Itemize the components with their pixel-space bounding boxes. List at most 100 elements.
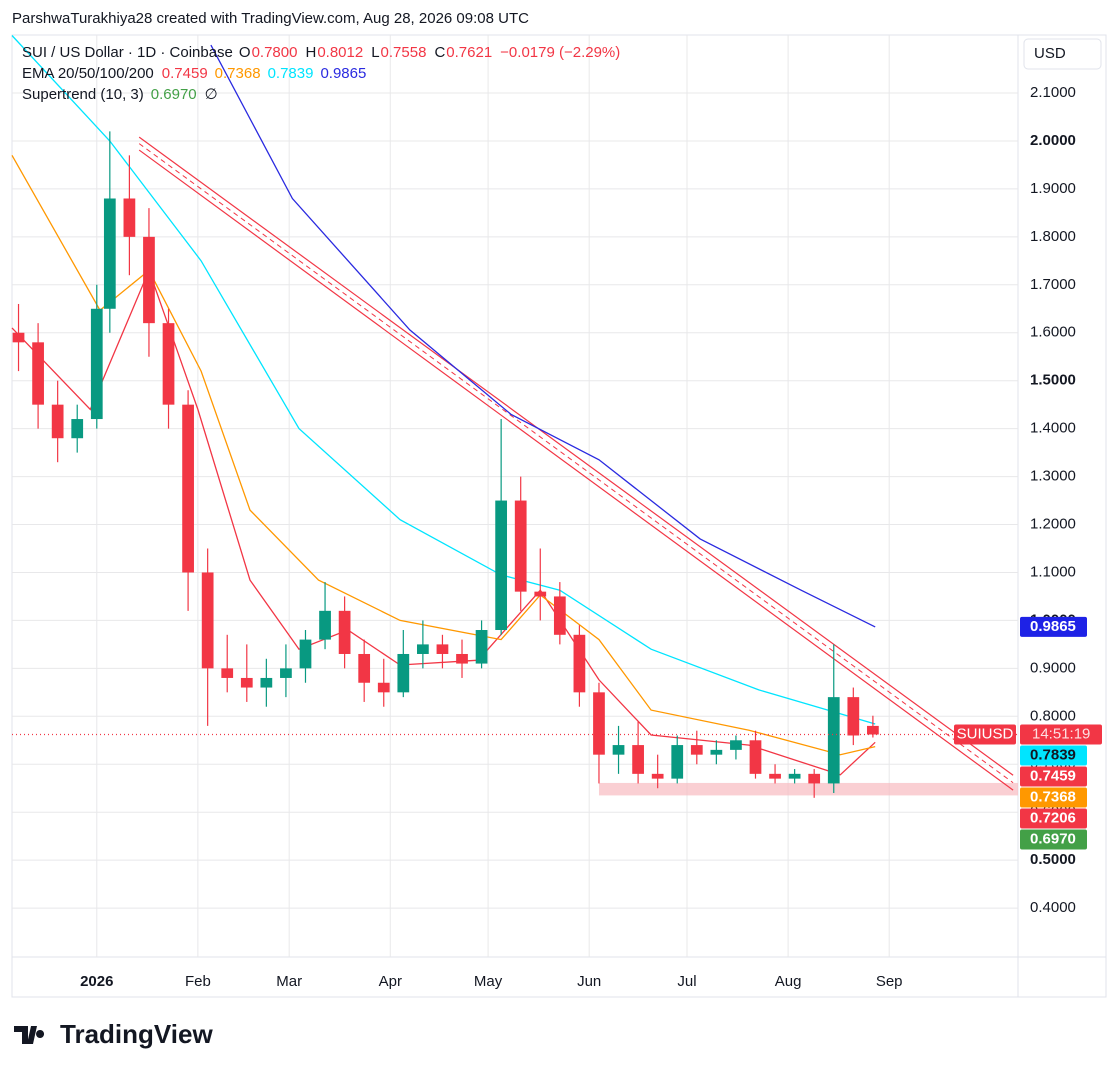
candle-body	[514, 500, 527, 592]
candle-body	[827, 697, 840, 784]
ema-line	[11, 268, 876, 776]
symbol-tag-label: SUIUSD	[957, 725, 1014, 742]
ohlc-key: O	[239, 44, 251, 61]
supertrend-value: 0.6970	[151, 86, 197, 103]
price-tag	[1020, 616, 1087, 637]
price-tag-label: 0.7839	[1030, 746, 1076, 763]
support-zone	[598, 782, 1018, 796]
x-tick-label: Feb	[185, 973, 211, 990]
y-tick-label: 1.9000	[1030, 180, 1076, 197]
trend-line	[138, 149, 1014, 791]
candle-body	[162, 323, 175, 405]
x-tick-label: Sep	[876, 973, 903, 990]
supertrend-label: Supertrend (10, 3)	[22, 86, 144, 103]
ohlc-value: 0.8012	[317, 44, 363, 61]
candle-body	[553, 596, 566, 635]
candle-body	[690, 745, 703, 755]
price-tag-label: 0.7459	[1030, 767, 1076, 784]
candle-body	[573, 634, 586, 693]
candle-body	[377, 682, 390, 693]
logo-mark	[14, 1026, 45, 1044]
candle-body	[749, 740, 762, 774]
candle-body	[436, 644, 449, 654]
candle-body	[730, 740, 742, 750]
x-tick-label: May	[474, 973, 503, 990]
ema-value: 0.7368	[215, 65, 261, 82]
y-tick-label: 1.3000	[1030, 468, 1076, 485]
ema-line	[11, 35, 876, 725]
candle-body	[417, 644, 429, 654]
price-tag-label: 0.9865	[1030, 618, 1076, 635]
x-tick-label: Apr	[379, 973, 402, 990]
y-tick-label: 2.0000	[1030, 132, 1076, 149]
y-tick-label: 1.2000	[1030, 515, 1076, 532]
y-tick-label: 1.8000	[1030, 228, 1076, 245]
x-tick-label: Jun	[577, 973, 601, 990]
y-tick-label: 0.9000	[1030, 659, 1076, 676]
candle-body	[632, 745, 644, 774]
y-tick-label: 1.4000	[1030, 420, 1076, 437]
currency: USD	[1034, 45, 1066, 62]
ohlc-key: L	[371, 44, 379, 61]
currency-box[interactable]	[1023, 38, 1102, 70]
ohlc-key: H	[305, 44, 316, 61]
candle-body	[788, 773, 801, 779]
ema-value: 0.7459	[162, 65, 208, 82]
price-tag-label: 0.6970	[1030, 830, 1076, 847]
candle-body	[201, 572, 214, 669]
candle-body	[495, 500, 508, 631]
y-tick-label: 2.1000	[1030, 84, 1076, 101]
trend-midline	[138, 143, 1014, 784]
ema-value: 0.7839	[268, 65, 314, 82]
supertrend-extra: ∅	[205, 86, 218, 103]
candle-body	[612, 745, 625, 755]
change: −0.0179 (−2.29%)	[500, 44, 620, 61]
price-tag-label: 0.7206	[1030, 809, 1076, 826]
logo: TradingView	[14, 1019, 213, 1049]
candle-body	[182, 404, 194, 573]
y-tick-label: 1.6000	[1030, 324, 1076, 341]
y-tick-label: 0.8000	[1030, 707, 1076, 724]
y-tick-label: 1.7000	[1030, 276, 1076, 293]
x-tick-label: Jul	[677, 973, 696, 990]
timer-label: 14:51:19	[1032, 725, 1090, 742]
x-tick-label: 2026	[80, 973, 113, 990]
chart-frame	[11, 34, 1107, 998]
ema-value: 0.9865	[320, 65, 366, 82]
candle-body	[710, 749, 723, 755]
symbol: SUI / US Dollar · 1D · Coinbase	[22, 44, 233, 61]
ema-label: EMA 20/50/100/200	[22, 65, 154, 82]
candle-body	[319, 610, 331, 640]
candle-body	[123, 198, 136, 237]
logo-text: TradingView	[60, 1019, 213, 1049]
candle-body	[358, 653, 371, 683]
ema-line	[210, 44, 876, 628]
plot-area	[11, 35, 1018, 957]
price-tag	[1020, 808, 1087, 829]
attribution: ParshwaTurakhiya28 created with TradingV…	[12, 10, 529, 27]
candle-body	[260, 677, 273, 688]
candle-body	[867, 725, 879, 735]
candle-body	[397, 653, 410, 693]
candle-body	[299, 639, 312, 669]
candle-body	[280, 668, 292, 678]
candle-body	[651, 773, 664, 779]
candle-body	[221, 668, 234, 678]
price-tag	[1020, 829, 1087, 850]
trend-line	[138, 136, 1014, 776]
timer-tag	[1020, 724, 1102, 745]
price-tag	[1020, 766, 1087, 787]
candle-body	[769, 773, 781, 779]
candle-body	[338, 610, 351, 654]
y-tick-label: 1.5000	[1030, 372, 1076, 389]
y-tick-label: 0.5000	[1030, 851, 1076, 868]
candle-body	[240, 677, 253, 688]
price-tag	[1020, 745, 1087, 766]
x-tick-label: Aug	[775, 973, 802, 990]
candle-body	[456, 653, 468, 664]
ohlc-value: 0.7800	[252, 44, 298, 61]
candle-body	[71, 419, 84, 439]
candle-body	[671, 745, 684, 779]
